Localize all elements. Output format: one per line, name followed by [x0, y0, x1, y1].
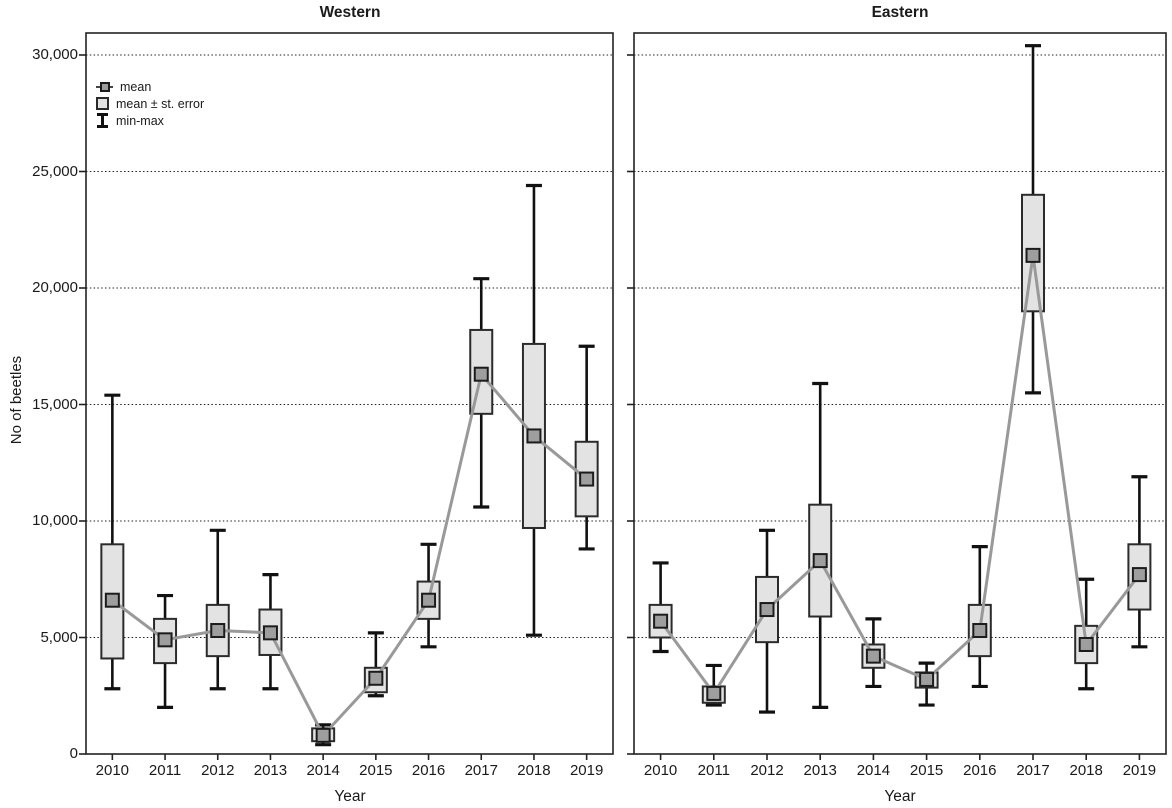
x-axis-tick-label: 2011: [697, 762, 730, 779]
x-axis-tick-label: 2013: [803, 762, 837, 779]
x-axis-tick-label: 2017: [1016, 762, 1050, 779]
panel-title-eastern: Eastern: [871, 4, 929, 21]
y-axis-tick-label: 15,000: [32, 395, 78, 413]
legend-label-mean: mean: [120, 79, 152, 94]
western-mean-marker-2013: [262, 625, 278, 641]
x-axis-tick-label: 2012: [201, 762, 235, 779]
legend-label-se: mean ± st. error: [116, 96, 205, 111]
y-axis-tick-label: 5,000: [40, 628, 78, 646]
x-axis-tick-label: 2019: [569, 762, 604, 779]
eastern-mean-marker-2013: [812, 553, 828, 569]
x-axis-tick-label: 2016: [411, 762, 446, 779]
x-axis-tick-label: 2013: [253, 762, 288, 779]
panel-title-western: Western: [319, 4, 381, 21]
mean-marker-icon: [96, 81, 113, 93]
eastern-mean-marker-2016: [972, 623, 988, 639]
x-axis-tick-label: 2015: [359, 762, 393, 779]
x-axis-tick-label: 2018: [1069, 762, 1103, 779]
legend-item-mean: mean: [96, 79, 204, 94]
legend-label-minmax: min-max: [116, 113, 164, 128]
x-axis-tick-label: 2010: [95, 762, 130, 779]
eastern-mean-marker-2017: [1025, 247, 1041, 263]
x-axis-tick-label: 2019: [1122, 762, 1157, 779]
y-axis-tick-label: 30,000: [32, 46, 78, 63]
eastern-mean-marker-2011: [706, 685, 722, 701]
y-axis-tick-label: 10,000: [32, 512, 78, 529]
x-axis-label-western: Year: [334, 788, 366, 805]
y-axis-tick-label: 20,000: [32, 279, 78, 296]
western-mean-marker-2011: [157, 632, 173, 648]
western-mean-marker-2015: [368, 670, 384, 686]
western-panel-frame: [85, 32, 614, 755]
x-axis-tick-label: 2016: [963, 762, 997, 779]
se-box-icon: [96, 97, 109, 110]
eastern-mean-marker-2012: [759, 602, 775, 618]
western-mean-marker-2014: [315, 727, 331, 743]
western-mean-marker-2017: [473, 366, 489, 382]
legend-item-se: mean ± st. error: [96, 96, 205, 111]
x-axis-tick-label: 2012: [750, 762, 784, 779]
x-axis-tick-label: 2014: [306, 762, 340, 779]
eastern-mean-line: [659, 253, 1141, 695]
x-axis-tick-label: 2011: [148, 762, 182, 779]
x-axis-tick-label: 2015: [909, 762, 944, 779]
eastern-mean-marker-2018: [1078, 636, 1094, 652]
legend-item-minmax: min-max: [96, 113, 204, 128]
x-axis-label-eastern: Year: [884, 788, 916, 805]
western-mean-line: [111, 372, 588, 737]
y-axis-tick-label: 0: [69, 745, 78, 762]
legend: mean mean ± st. error min-max: [96, 79, 205, 128]
x-axis-tick-label: 2014: [856, 762, 891, 779]
western-mean-marker-2010: [104, 592, 120, 608]
western-mean-marker-2019: [579, 471, 595, 487]
minmax-whisker-icon: [96, 113, 109, 128]
western-mean-marker-2012: [210, 623, 226, 639]
y-axis-tick-label: 25,000: [32, 162, 78, 180]
eastern-mean-marker-2014: [865, 648, 881, 664]
x-axis-tick-label: 2017: [464, 762, 498, 779]
x-axis-tick-label: 2010: [643, 762, 678, 779]
eastern-panel-frame: [633, 32, 1167, 755]
x-axis-tick-label: 2018: [517, 762, 551, 779]
western-mean-marker-2018: [526, 428, 542, 444]
western-mean-marker-2016: [421, 592, 437, 608]
eastern-mean-marker-2019: [1131, 567, 1147, 583]
eastern-mean-marker-2015: [919, 671, 935, 687]
eastern-mean-marker-2010: [653, 613, 669, 629]
